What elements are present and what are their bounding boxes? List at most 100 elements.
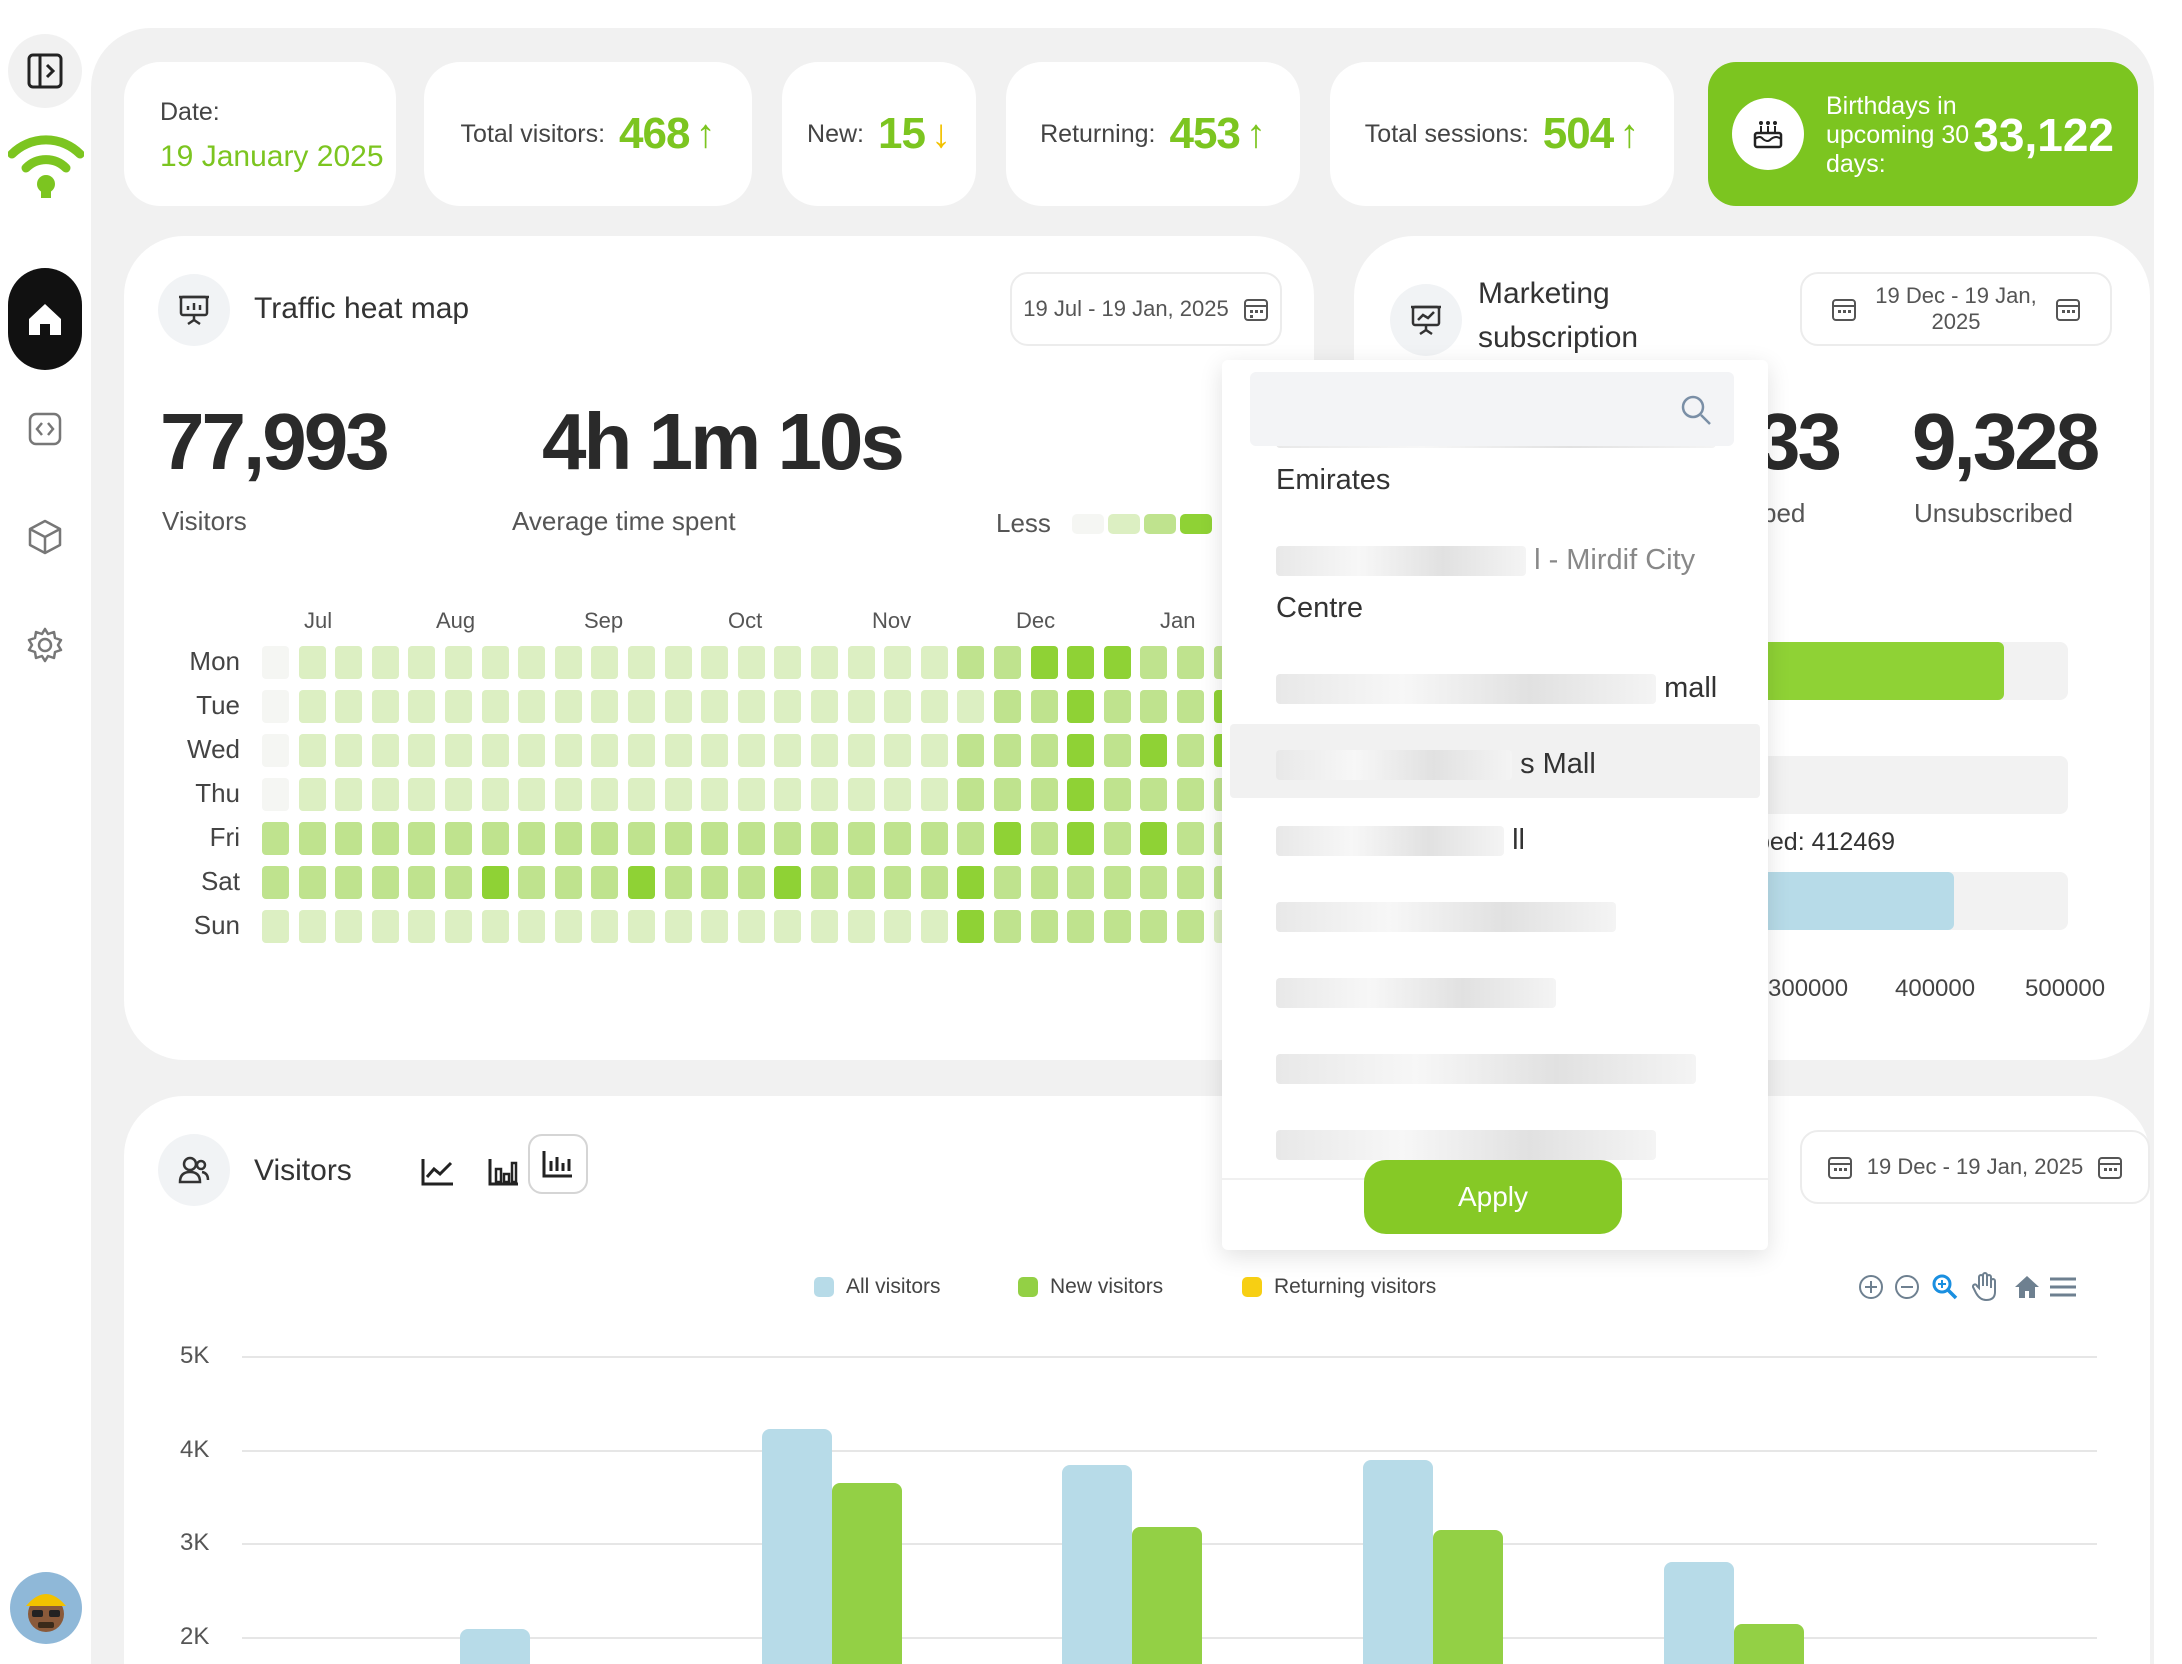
heatmap-cell[interactable] [445, 646, 472, 679]
chart-bar-all-visitors[interactable] [1062, 1465, 1132, 1664]
heatmap-cell[interactable] [481, 646, 509, 679]
dropdown-option[interactable] [1276, 1052, 1696, 1085]
heatmap-cell[interactable] [408, 910, 436, 943]
heatmap-cell[interactable] [994, 910, 1021, 943]
heatmap-cell[interactable] [554, 910, 582, 943]
heatmap-cell[interactable] [1140, 822, 1168, 855]
heatmap-cell[interactable] [1140, 734, 1168, 767]
grouped-bar-toggle[interactable] [476, 1144, 532, 1200]
heatmap-cell[interactable] [1140, 646, 1168, 679]
heatmap-cell[interactable] [371, 734, 399, 767]
heatmap-cell[interactable] [920, 690, 948, 723]
heatmap-cell[interactable] [298, 822, 326, 855]
heatmap-cell[interactable] [920, 734, 948, 767]
heatmap-cell[interactable] [1030, 866, 1058, 899]
heatmap-cell[interactable] [920, 646, 948, 679]
heatmap-cell[interactable] [884, 734, 912, 767]
heatmap-cell[interactable] [554, 866, 582, 899]
heatmap-cell[interactable] [1067, 690, 1095, 723]
chart-bar-new-visitors[interactable] [1734, 1624, 1804, 1664]
heatmap-date-picker[interactable]: 19 Jul - 19 Jan, 2025 [1010, 272, 1282, 346]
heatmap-cell[interactable] [884, 778, 912, 811]
column-chart-toggle[interactable] [528, 1134, 588, 1194]
heatmap-cell[interactable] [481, 866, 509, 899]
heatmap-cell[interactable] [811, 778, 838, 811]
nav-settings-button[interactable] [8, 608, 82, 682]
heatmap-cell[interactable] [554, 690, 582, 723]
heatmap-cell[interactable] [1103, 778, 1131, 811]
heatmap-cell[interactable] [1103, 690, 1131, 723]
heatmap-cell[interactable] [554, 646, 582, 679]
heatmap-cell[interactable] [701, 778, 729, 811]
heatmap-cell[interactable] [445, 866, 472, 899]
chart-bar-all-visitors[interactable] [1664, 1561, 1734, 1664]
heatmap-cell[interactable] [1177, 778, 1204, 811]
heatmap-cell[interactable] [994, 866, 1021, 899]
nav-home-button[interactable] [8, 268, 82, 370]
nav-code-button[interactable] [8, 392, 82, 466]
heatmap-cell[interactable] [262, 910, 289, 943]
heatmap-cell[interactable] [994, 646, 1021, 679]
heatmap-cell[interactable] [774, 910, 802, 943]
heatmap-cell[interactable] [737, 734, 765, 767]
heatmap-cell[interactable] [1140, 690, 1168, 723]
dropdown-option[interactable] [1276, 900, 1616, 933]
heatmap-cell[interactable] [628, 778, 655, 811]
chart-bar-new-visitors[interactable] [1433, 1529, 1503, 1664]
heatmap-cell[interactable] [811, 734, 838, 767]
chart-bar-all-visitors[interactable] [1363, 1459, 1433, 1664]
heatmap-cell[interactable] [518, 646, 546, 679]
heatmap-cell[interactable] [664, 778, 692, 811]
heatmap-cell[interactable] [481, 910, 509, 943]
heatmap-cell[interactable] [737, 646, 765, 679]
heatmap-cell[interactable] [371, 866, 399, 899]
heatmap-cell[interactable] [518, 910, 546, 943]
heatmap-cell[interactable] [1177, 734, 1204, 767]
heatmap-cell[interactable] [847, 734, 875, 767]
chart-bar-all-visitors[interactable] [762, 1428, 832, 1664]
heatmap-cell[interactable] [445, 778, 472, 811]
dropdown-option[interactable] [1276, 1128, 1656, 1161]
heatmap-cell[interactable] [664, 910, 692, 943]
heatmap-cell[interactable] [847, 822, 875, 855]
heatmap-cell[interactable] [957, 866, 985, 899]
heatmap-cell[interactable] [884, 690, 912, 723]
heatmap-cell[interactable] [774, 822, 802, 855]
heatmap-cell[interactable] [884, 910, 912, 943]
heatmap-cell[interactable] [554, 822, 582, 855]
heatmap-cell[interactable] [371, 690, 399, 723]
heatmap-cell[interactable] [1067, 778, 1095, 811]
heatmap-cell[interactable] [774, 646, 802, 679]
heatmap-cell[interactable] [1030, 646, 1058, 679]
heatmap-cell[interactable] [701, 866, 729, 899]
heatmap-cell[interactable] [774, 866, 802, 899]
selection-zoom-button[interactable] [1930, 1272, 1960, 1302]
heatmap-cell[interactable] [628, 910, 655, 943]
dropdown-option[interactable]: Centre [1276, 592, 1363, 625]
heatmap-cell[interactable] [957, 822, 985, 855]
heatmap-cell[interactable] [994, 734, 1021, 767]
heatmap-cell[interactable] [737, 822, 765, 855]
zoom-out-button[interactable] [1892, 1272, 1922, 1302]
legend-all-visitors[interactable]: All visitors [814, 1275, 941, 1299]
heatmap-cell[interactable] [1030, 822, 1058, 855]
dropdown-option[interactable]: mall [1276, 672, 1717, 705]
heatmap-cell[interactable] [518, 734, 546, 767]
heatmap-cell[interactable] [701, 690, 729, 723]
heatmap-cell[interactable] [701, 910, 729, 943]
heatmap-cell[interactable] [1067, 866, 1095, 899]
heatmap-cell[interactable] [1103, 646, 1131, 679]
heatmap-cell[interactable] [1067, 822, 1095, 855]
heatmap-cell[interactable] [701, 822, 729, 855]
heatmap-cell[interactable] [518, 778, 546, 811]
visitors-date-picker[interactable]: 19 Dec - 19 Jan, 2025 [1800, 1130, 2150, 1204]
heatmap-cell[interactable] [737, 866, 765, 899]
dropdown-option[interactable]: ll [1276, 824, 1525, 857]
heatmap-cell[interactable] [628, 734, 655, 767]
heatmap-cell[interactable] [811, 910, 838, 943]
heatmap-cell[interactable] [1030, 690, 1058, 723]
heatmap-cell[interactable] [847, 646, 875, 679]
heatmap-cell[interactable] [591, 734, 619, 767]
heatmap-cell[interactable] [1030, 778, 1058, 811]
heatmap-cell[interactable] [957, 910, 985, 943]
